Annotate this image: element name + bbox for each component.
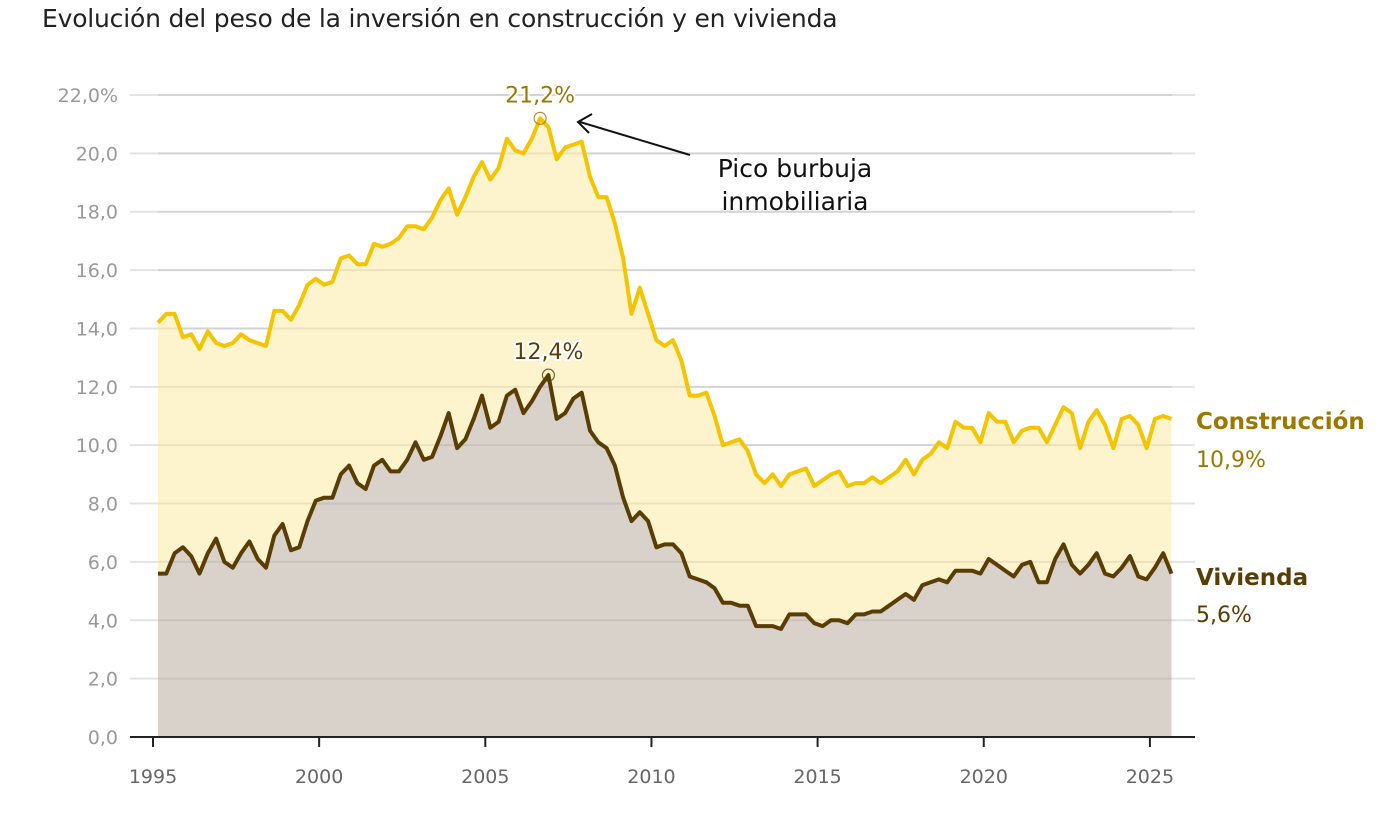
series-end-value-vivienda: 5,6%	[1196, 603, 1252, 628]
chart-title: Evolución del peso de la inversión en co…	[42, 4, 838, 33]
y-tick-label: 8,0	[88, 494, 118, 516]
arrowhead-icon	[576, 113, 593, 134]
x-tick-label: 2005	[461, 766, 509, 788]
line-construcción	[156, 116, 1173, 488]
annotation-text: inmobiliaria	[721, 187, 868, 216]
area-vivienda	[157, 375, 1172, 737]
line-vivienda	[158, 373, 1174, 631]
peak-label: 12,4%	[513, 340, 583, 365]
x-tick-label: 2010	[627, 766, 675, 788]
y-tick-label: 16,0	[76, 260, 118, 282]
series-label-vivienda: Vivienda	[1196, 565, 1308, 591]
y-tick-label: 14,0	[76, 318, 118, 340]
x-tick-label: 1995	[129, 766, 177, 788]
x-tick-label: 2000	[295, 766, 343, 788]
y-tick-label: 10,0	[76, 435, 118, 457]
y-tick-label: 4,0	[88, 610, 118, 632]
y-tick-label: 0,0	[88, 727, 118, 749]
series-label-construccion: Construcción	[1196, 409, 1365, 435]
x-tick-label: 2025	[1126, 766, 1174, 788]
peak-label: 21,2%	[505, 83, 575, 108]
y-tick-label: 12,0	[76, 377, 118, 399]
y-tick-label: 22,0%	[58, 85, 118, 107]
y-tick-label: 18,0	[76, 202, 118, 224]
series-end-value-construccion: 10,9%	[1196, 448, 1266, 473]
annotation-text: Pico burbuja	[718, 154, 872, 183]
x-tick-label: 2020	[960, 766, 1008, 788]
peak-marker	[533, 111, 547, 125]
y-tick-label: 6,0	[88, 552, 118, 574]
peak-marker	[541, 368, 556, 382]
y-tick-label: 2,0	[88, 669, 118, 691]
y-tick-label: 20,0	[76, 143, 118, 165]
x-tick-label: 2015	[793, 766, 841, 788]
annotation-arrow	[579, 121, 691, 156]
